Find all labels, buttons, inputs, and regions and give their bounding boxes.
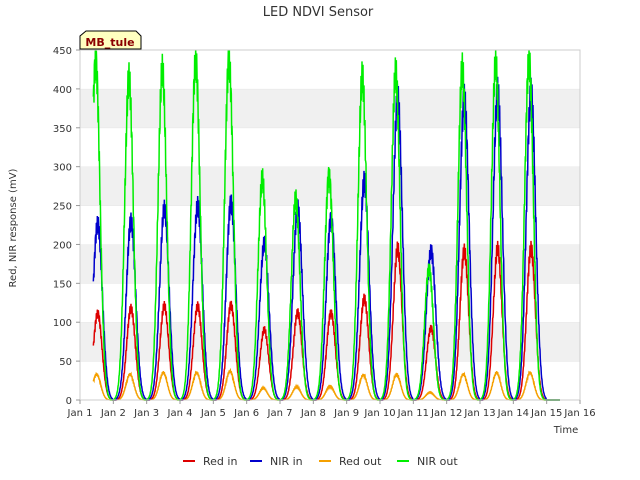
x-tick-label: Jan 9 <box>333 408 359 419</box>
grid-band <box>80 322 580 362</box>
x-tick-label: Jan 11 <box>397 408 429 419</box>
y-tick-label: 150 <box>53 279 72 290</box>
y-tick-label: 400 <box>53 85 72 96</box>
y-tick-label: 300 <box>53 163 72 174</box>
x-tick-label: Jan 15 <box>530 408 562 419</box>
grid-band <box>80 88 580 128</box>
x-tick-label: Jan 13 <box>463 408 495 419</box>
grid-band <box>80 361 580 400</box>
site-tag: MB_tule <box>79 30 142 50</box>
x-tick-label: Jan 2 <box>100 408 126 419</box>
legend-label: NIR in <box>270 455 303 468</box>
site-tag-label: MB_tule <box>85 36 134 49</box>
grid-band <box>80 244 580 284</box>
x-tick-label: Jan 10 <box>363 408 395 419</box>
y-axis-label: Red, NIR response (mV) <box>8 168 19 287</box>
y-tick-label: 200 <box>53 240 72 251</box>
legend: Red in NIR in Red out NIR out <box>183 455 458 468</box>
x-tick-label: Jan 14 <box>497 408 529 419</box>
x-tick-label: Jan 5 <box>200 408 226 419</box>
x-tick-label: Jan 6 <box>233 408 259 419</box>
x-tick-label: Jan 12 <box>430 408 462 419</box>
legend-label: Red in <box>203 455 237 468</box>
y-tick-label: 450 <box>53 46 72 57</box>
grid-band <box>80 50 580 89</box>
y-tick-label: 250 <box>53 202 72 213</box>
x-tick-label: Jan 8 <box>300 408 326 419</box>
y-tick-label: 350 <box>53 124 72 135</box>
grid-band <box>80 127 580 167</box>
x-tick-label: Jan 16 <box>563 408 595 419</box>
x-tick-label: Jan 1 <box>67 408 93 419</box>
y-tick-label: 100 <box>53 318 72 329</box>
x-tick-label: Jan 7 <box>267 408 293 419</box>
legend-label: NIR out <box>417 455 458 468</box>
series-line-nir-out <box>92 49 560 401</box>
x-tick-label: Jan 4 <box>167 408 193 419</box>
chart-title: LED NDVI Sensor <box>263 5 374 20</box>
y-tick-label: 0 <box>66 396 72 407</box>
y-tick-label: 50 <box>59 357 72 368</box>
x-tick-label: Jan 3 <box>133 408 159 419</box>
plot-frame <box>79 49 581 401</box>
legend-label: Red out <box>339 455 382 468</box>
x-axis-label: Time <box>553 425 578 436</box>
